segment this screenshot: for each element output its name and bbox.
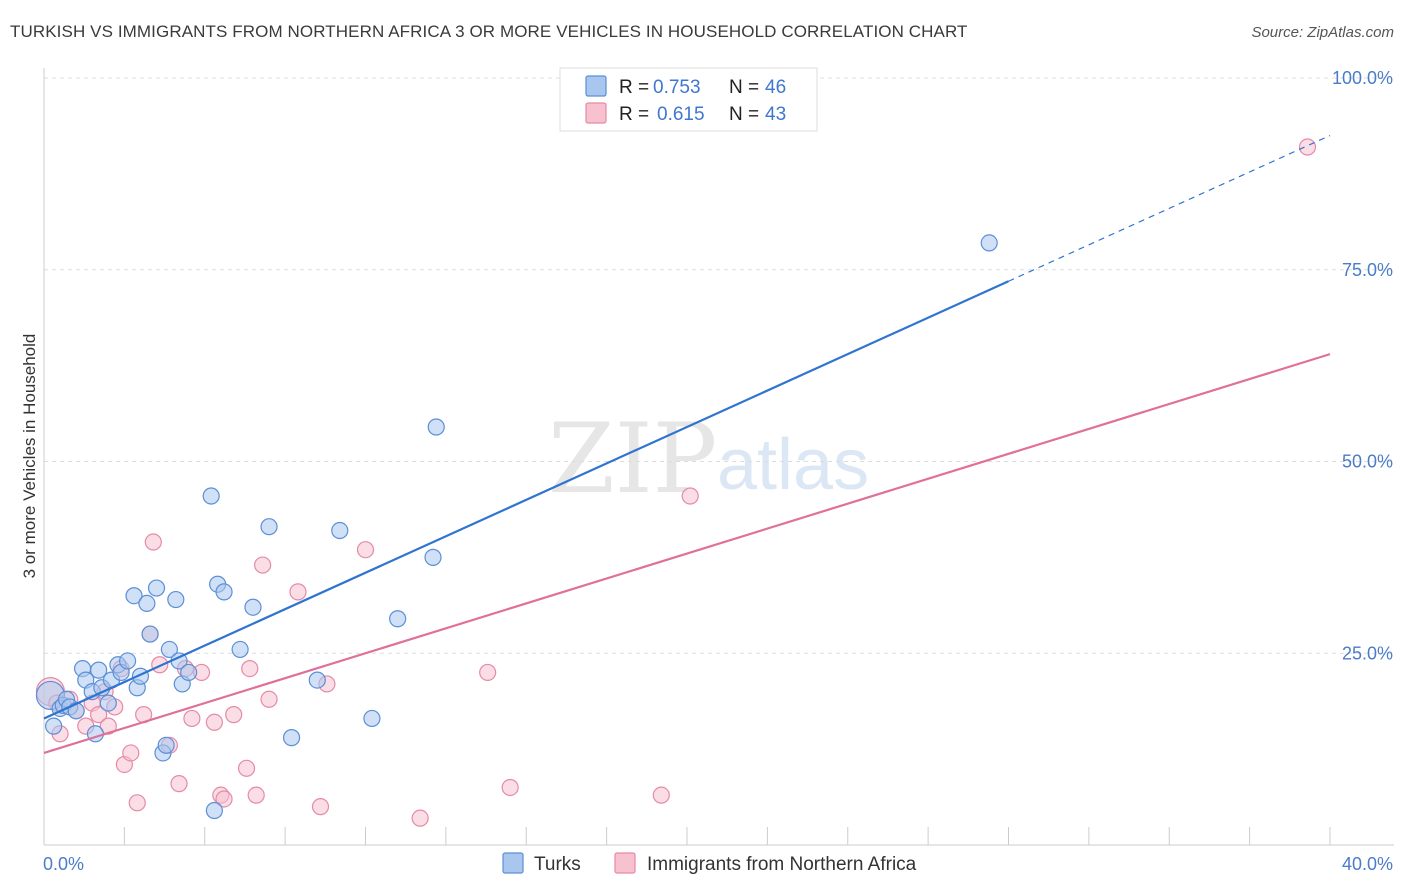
point-nafrica-18 xyxy=(151,656,169,674)
point-nafrica-13 xyxy=(122,744,140,762)
point-turks-17 xyxy=(118,652,137,670)
legend-swatch-nafrica xyxy=(585,102,607,124)
point-turks-1 xyxy=(45,717,63,735)
point-nafrica-22 xyxy=(183,709,201,728)
point-nafrica-30 xyxy=(247,786,265,804)
point-nafrica-27 xyxy=(225,706,243,724)
trend-line-turks-extension xyxy=(1008,134,1331,282)
point-turks-43 xyxy=(424,548,442,566)
trend-line-nafrica xyxy=(43,353,1331,755)
series-nafrica-points xyxy=(35,138,1317,827)
point-turks-21 xyxy=(138,594,156,612)
legend-n-label-turks: N = xyxy=(729,77,759,98)
point-turks-26 xyxy=(160,640,178,659)
legend-r-label-turks: R = xyxy=(619,77,649,98)
legend-r-label-nafrica: R = xyxy=(619,104,649,125)
bottom-legend-label-nafrica: Immigrants from Northern Africa xyxy=(647,854,917,875)
point-nafrica-41 xyxy=(681,487,699,505)
legend: R = 0.753 N = 46 R = 0.615 N = 43 xyxy=(559,67,818,132)
bottom-legend-label-turks: Turks xyxy=(534,854,581,875)
point-nafrica-14 xyxy=(128,794,146,812)
point-nafrica-32 xyxy=(260,690,278,708)
point-turks-36 xyxy=(244,598,262,616)
point-nafrica-39 xyxy=(501,778,519,797)
point-nafrica-33 xyxy=(289,583,307,601)
source-label: Source: ZipAtlas.com xyxy=(1251,24,1394,41)
y-tick-label-0: 25.0% xyxy=(1342,643,1393,663)
point-nafrica-24 xyxy=(205,713,223,731)
bottom-legend-swatch-turks xyxy=(502,852,524,874)
legend-r-value-turks: 0.753 xyxy=(653,77,701,98)
point-nafrica-37 xyxy=(411,809,429,827)
point-nafrica-38 xyxy=(479,663,497,682)
point-turks-34 xyxy=(215,583,233,601)
point-nafrica-26 xyxy=(215,790,233,808)
point-nafrica-40 xyxy=(652,786,670,804)
trend-lines xyxy=(43,134,1331,755)
point-turks-38 xyxy=(282,729,301,747)
point-turks-6 xyxy=(67,702,85,720)
bottom-legend: Turks Immigrants from Northern Africa xyxy=(502,852,917,875)
y-axis-label: 3 or more Vehicles in Household xyxy=(20,334,39,579)
legend-n-value-turks: 46 xyxy=(765,77,786,98)
point-turks-22 xyxy=(141,625,159,643)
y-tick-label-1: 50.0% xyxy=(1342,452,1393,472)
point-turks-32 xyxy=(205,801,223,820)
point-turks-18 xyxy=(125,587,143,605)
chart-title: TURKISH VS IMMIGRANTS FROM NORTHERN AFRI… xyxy=(10,22,968,41)
point-nafrica-31 xyxy=(254,556,272,574)
y-tick-label-2: 75.0% xyxy=(1342,260,1393,280)
point-turks-35 xyxy=(231,640,249,659)
point-turks-41 xyxy=(363,709,381,728)
y-tick-label-3: 100.0% xyxy=(1332,68,1393,88)
point-turks-37 xyxy=(260,518,278,536)
point-turks-39 xyxy=(308,671,326,689)
point-nafrica-36 xyxy=(356,541,375,559)
y-tick-labels: 25.0% 50.0% 75.0% 100.0% xyxy=(1332,68,1393,663)
point-turks-23 xyxy=(147,579,166,597)
point-turks-25 xyxy=(157,736,175,754)
x-tick-labels: 0.0% 40.0% xyxy=(43,854,1393,874)
point-turks-40 xyxy=(331,521,349,540)
series-turks-points xyxy=(35,234,998,820)
point-turks-31 xyxy=(202,487,220,505)
point-turks-45 xyxy=(980,234,998,252)
point-nafrica-34 xyxy=(311,798,330,816)
legend-r-value-nafrica: 0.615 xyxy=(657,104,705,125)
legend-n-label-nafrica: N = xyxy=(729,104,759,125)
point-turks-11 xyxy=(90,661,108,679)
x-tick-label-0: 0.0% xyxy=(43,854,84,874)
point-nafrica-28 xyxy=(237,759,256,777)
point-nafrica-29 xyxy=(241,659,259,678)
legend-swatch-turks xyxy=(585,75,607,97)
point-nafrica-20 xyxy=(170,775,188,793)
point-nafrica-17 xyxy=(144,533,162,551)
point-turks-42 xyxy=(389,610,407,628)
x-tick-label-1: 40.0% xyxy=(1342,854,1393,874)
watermark-atlas: atlas xyxy=(717,425,869,505)
legend-n-value-nafrica: 43 xyxy=(765,104,786,125)
gridlines xyxy=(44,77,1394,654)
point-turks-44 xyxy=(427,418,445,436)
x-ticks xyxy=(43,827,1331,845)
point-turks-13 xyxy=(99,694,117,712)
point-nafrica-42 xyxy=(1298,138,1317,156)
point-nafrica-7 xyxy=(90,706,108,724)
trend-line-turks xyxy=(43,280,1009,720)
point-turks-27 xyxy=(167,590,185,609)
bottom-legend-swatch-nafrica xyxy=(614,852,636,874)
point-turks-30 xyxy=(180,663,198,682)
